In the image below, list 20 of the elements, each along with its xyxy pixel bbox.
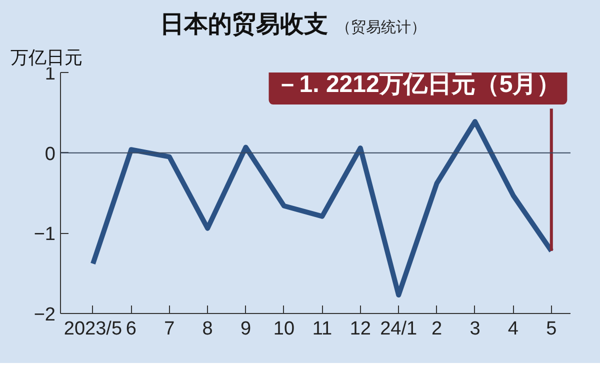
x-tick-label: 9 bbox=[240, 318, 252, 340]
x-tick-label: 6 bbox=[126, 318, 136, 340]
x-tick-label: 2023/5 bbox=[64, 318, 122, 340]
x-tick-label: 12 bbox=[350, 318, 371, 340]
x-tick-label: 3 bbox=[470, 318, 480, 340]
annotation: －1. 2212万亿日元（5月） bbox=[275, 71, 561, 98]
x-tick-label: 5 bbox=[546, 318, 557, 340]
chart-subtitle: （贸易统计） bbox=[336, 19, 426, 36]
x-tick-label: 11 bbox=[312, 318, 332, 340]
x-tick-label: 10 bbox=[273, 318, 295, 340]
y-tick-label: −2 bbox=[34, 304, 56, 326]
chart-title: 日本的贸易收支 bbox=[160, 11, 328, 38]
y-tick-label: 0 bbox=[44, 144, 56, 165]
x-tick-label: 7 bbox=[164, 318, 175, 340]
x-tick-label: 2 bbox=[432, 318, 442, 340]
x-tick-label: 24/1 bbox=[380, 318, 418, 340]
x-tick-label: 8 bbox=[202, 318, 213, 340]
y-axis-title: 万亿日元 bbox=[10, 48, 82, 68]
x-tick-label: 4 bbox=[508, 318, 519, 340]
y-tick-label: −1 bbox=[34, 224, 56, 246]
